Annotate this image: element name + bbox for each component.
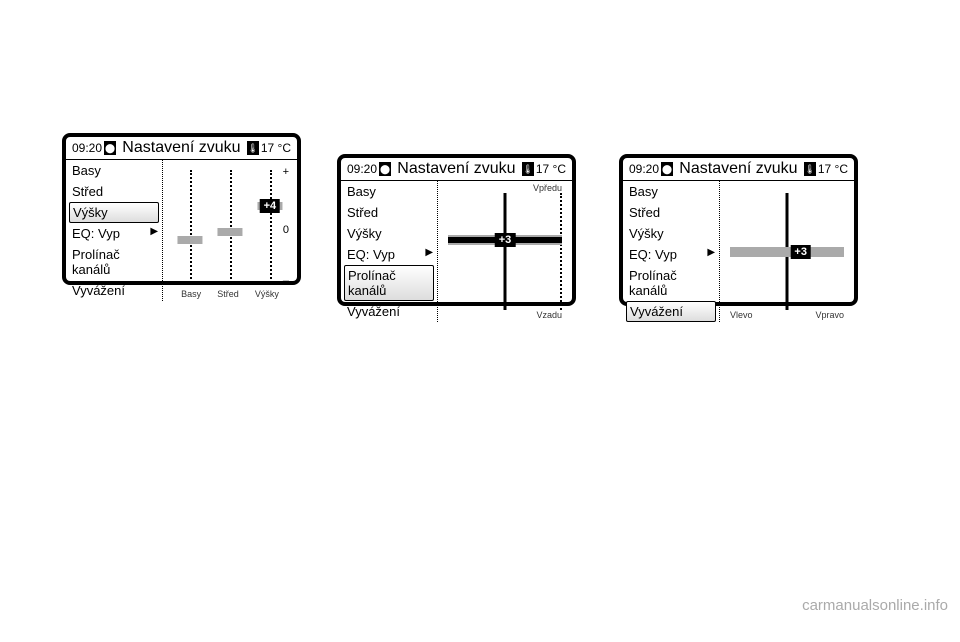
temperature: 17 °C bbox=[536, 162, 566, 176]
fader-knob[interactable]: +3 bbox=[495, 233, 516, 247]
menu-item-vyv-en-[interactable]: Vyvážení bbox=[341, 301, 437, 322]
scale-plus: + bbox=[283, 166, 289, 178]
tuner-icon: ⬤ bbox=[379, 162, 391, 176]
balance-control: +3 Vlevo Vpravo bbox=[720, 181, 854, 322]
menu: BasyStředVýškyEQ: Vyp▶Prolínač kanálůVyv… bbox=[341, 181, 438, 322]
menu-item-prol-na-kan-l-[interactable]: Prolínač kanálů bbox=[344, 265, 434, 301]
balance-slider[interactable] bbox=[730, 247, 844, 257]
scale-minus: – bbox=[283, 275, 289, 287]
clock: 09:20 bbox=[347, 162, 377, 176]
tuner-icon: ⬤ bbox=[104, 141, 116, 155]
fader-rear-label: Vzadu bbox=[536, 310, 562, 320]
header: 09:20 ⬤ Nastavení zvuku 🌡 17 °C bbox=[341, 158, 572, 181]
menu-item-vyv-en-[interactable]: Vyvážení bbox=[66, 280, 162, 301]
temp-icon: 🌡 bbox=[522, 162, 534, 176]
fader-scale bbox=[560, 193, 562, 310]
chevron-right-icon: ▶ bbox=[707, 247, 715, 258]
clock: 09:20 bbox=[72, 141, 102, 155]
balance-knob[interactable]: +3 bbox=[790, 245, 811, 259]
screen-balance: 09:20 ⬤ Nastavení zvuku 🌡 17 °C BasyStře… bbox=[619, 154, 858, 306]
chevron-right-icon: ▶ bbox=[150, 226, 158, 237]
menu-item-v-ky[interactable]: Výšky bbox=[623, 223, 719, 244]
page-title: Nastavení zvuku bbox=[393, 160, 520, 178]
chevron-right-icon: ▶ bbox=[425, 247, 433, 258]
eq-label-mid: Střed bbox=[217, 289, 239, 299]
menu-item-eq-vyp[interactable]: EQ: Vyp▶ bbox=[341, 244, 437, 265]
temp-icon: 🌡 bbox=[804, 162, 816, 176]
temp-icon: 🌡 bbox=[247, 141, 259, 155]
scale-zero: 0 bbox=[283, 224, 289, 236]
eq-label-treble: Výšky bbox=[255, 289, 279, 299]
menu-item-basy[interactable]: Basy bbox=[341, 181, 437, 202]
menu-item-v-ky[interactable]: Výšky bbox=[341, 223, 437, 244]
menu: BasyStředVýškyEQ: Vyp▶Prolínač kanálůVyv… bbox=[623, 181, 720, 322]
eq-slider-2[interactable] bbox=[217, 228, 242, 236]
temperature: 17 °C bbox=[261, 141, 291, 155]
eq-axis-labels: Basy Střed Výšky bbox=[173, 289, 287, 299]
tuner-icon: ⬤ bbox=[661, 162, 673, 176]
menu-item-basy[interactable]: Basy bbox=[66, 160, 162, 181]
header: 09:20 ⬤ Nastavení zvuku 🌡 17 °C bbox=[623, 158, 854, 181]
header: 09:20 ⬤ Nastavení zvuku 🌡 17 °C bbox=[66, 137, 297, 160]
menu-item-vyv-en-[interactable]: Vyvážení bbox=[626, 301, 716, 322]
menu-item-prol-na-kan-l-[interactable]: Prolínač kanálů bbox=[623, 265, 719, 301]
menu-item-basy[interactable]: Basy bbox=[623, 181, 719, 202]
page-title: Nastavení zvuku bbox=[675, 160, 802, 178]
menu-item-st-ed[interactable]: Střed bbox=[66, 181, 162, 202]
eq-slider-1[interactable] bbox=[178, 236, 203, 244]
menu: BasyStředVýškyEQ: Vyp▶Prolínač kanálůVyv… bbox=[66, 160, 163, 301]
menu-item-eq-vyp[interactable]: EQ: Vyp▶ bbox=[66, 223, 162, 244]
fader-vline bbox=[504, 193, 507, 310]
screen-fader: 09:20 ⬤ Nastavení zvuku 🌡 17 °C BasyStře… bbox=[337, 154, 576, 306]
menu-item-eq-vyp[interactable]: EQ: Vyp▶ bbox=[623, 244, 719, 265]
eq-knob[interactable]: +4 bbox=[260, 199, 281, 213]
menu-item-st-ed[interactable]: Střed bbox=[623, 202, 719, 223]
menu-item-v-ky[interactable]: Výšky bbox=[69, 202, 159, 223]
eq-chart: + 0 – +4 Basy Střed Výšky bbox=[163, 160, 297, 301]
eq-label-bass: Basy bbox=[181, 289, 201, 299]
clock: 09:20 bbox=[629, 162, 659, 176]
fader-control: +3 Vpředu Vzadu bbox=[438, 181, 572, 322]
watermark: carmanualsonline.info bbox=[802, 597, 948, 614]
balance-right-label: Vpravo bbox=[815, 310, 844, 320]
temperature: 17 °C bbox=[818, 162, 848, 176]
menu-item-st-ed[interactable]: Střed bbox=[341, 202, 437, 223]
balance-left-label: Vlevo bbox=[730, 310, 753, 320]
page-title: Nastavení zvuku bbox=[118, 139, 245, 157]
screen-tone-settings: 09:20 ⬤ Nastavení zvuku 🌡 17 °C BasyStře… bbox=[62, 133, 301, 285]
menu-item-prol-na-kan-l-[interactable]: Prolínač kanálů bbox=[66, 244, 162, 280]
fader-front-label: Vpředu bbox=[533, 183, 562, 193]
